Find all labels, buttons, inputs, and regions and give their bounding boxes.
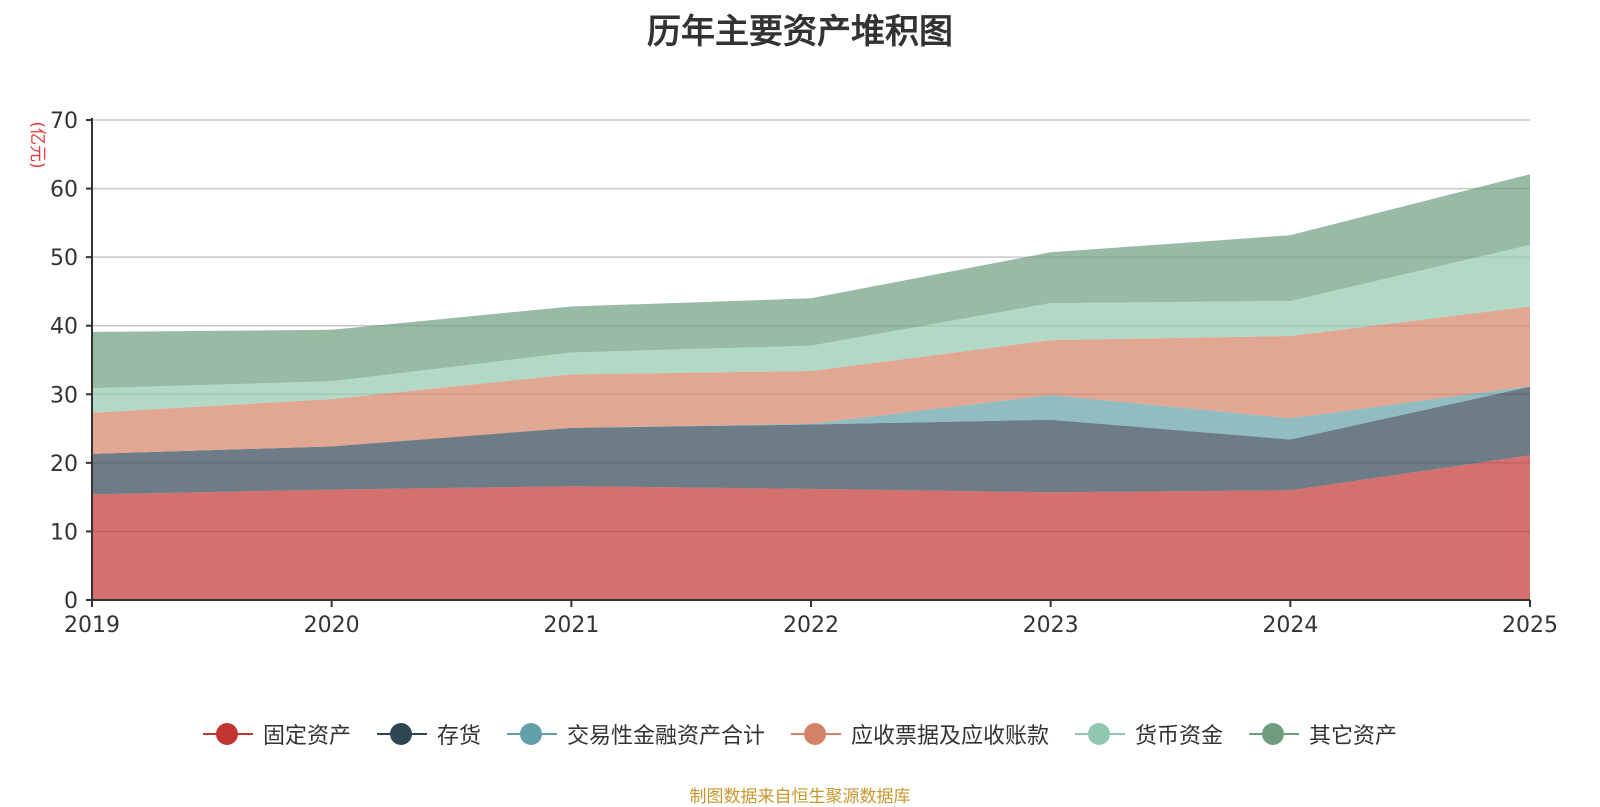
legend-item[interactable]: 应收票据及应收账款 bbox=[791, 718, 1049, 750]
legend-label: 货币资金 bbox=[1135, 724, 1224, 749]
data-source-note: 制图数据来自恒生聚源数据库 bbox=[689, 787, 911, 807]
legend-item[interactable]: 其它资产 bbox=[1249, 718, 1397, 750]
area-series bbox=[92, 174, 1530, 600]
area-series-2 bbox=[92, 386, 1530, 454]
x-tick-label: 2025 bbox=[1502, 613, 1558, 638]
area-series-3 bbox=[92, 306, 1530, 454]
legend-item[interactable]: 货币资金 bbox=[1075, 718, 1223, 750]
chart-title: 历年主要资产堆积图 bbox=[647, 12, 953, 52]
legend-marker-icon bbox=[1249, 722, 1300, 746]
legend-item[interactable]: 交易性金融资产合计 bbox=[506, 718, 765, 750]
axes: 0 10 20 30 40 50 60 70 2019 2020 2021 2022 2023 2024 2… bbox=[50, 109, 1558, 638]
legend-item[interactable]: 存货 bbox=[376, 718, 481, 750]
legend-label: 固定资产 bbox=[262, 724, 351, 749]
x-tick-label: 2021 bbox=[543, 613, 599, 638]
legend-marker-icon bbox=[506, 722, 557, 746]
legend-marker-icon bbox=[791, 722, 841, 746]
legend-marker-icon bbox=[376, 722, 427, 746]
area-series-5 bbox=[92, 174, 1530, 389]
x-tick-label: 2020 bbox=[304, 613, 360, 638]
legend-marker-icon bbox=[1075, 722, 1126, 746]
area-series-1 bbox=[92, 386, 1530, 495]
x-tick-label: 2023 bbox=[1023, 613, 1079, 638]
y-tick-label: 20 bbox=[50, 452, 78, 477]
legend-label: 交易性金融资产合计 bbox=[566, 724, 765, 749]
area-series-4 bbox=[92, 244, 1530, 413]
legend-label: 存货 bbox=[436, 724, 481, 749]
area-series-0 bbox=[92, 455, 1530, 600]
y-tick-label: 30 bbox=[50, 383, 78, 408]
x-tick-label: 2019 bbox=[64, 613, 120, 638]
x-tick-label: 2024 bbox=[1262, 613, 1318, 638]
legend-label: 应收票据及应收账款 bbox=[851, 724, 1050, 749]
y-tick-label: 60 bbox=[50, 178, 78, 203]
x-tick-label: 2022 bbox=[783, 613, 839, 638]
y-axis-unit-label: (亿元) bbox=[27, 121, 47, 168]
y-tick-label: 10 bbox=[50, 520, 78, 545]
y-tick-label: 70 bbox=[50, 109, 78, 134]
legend-marker-icon bbox=[202, 722, 253, 746]
y-tick-label: 40 bbox=[50, 315, 78, 340]
legend: 固定资产 存货 交易性金融资产合计 应收票据及应收账款 货币资金 其它资产 bbox=[0, 718, 1600, 750]
legend-item[interactable]: 固定资产 bbox=[202, 718, 351, 750]
y-tick-label: 0 bbox=[64, 589, 78, 614]
y-tick-label: 50 bbox=[50, 246, 78, 271]
legend-label: 其它资产 bbox=[1309, 724, 1398, 749]
